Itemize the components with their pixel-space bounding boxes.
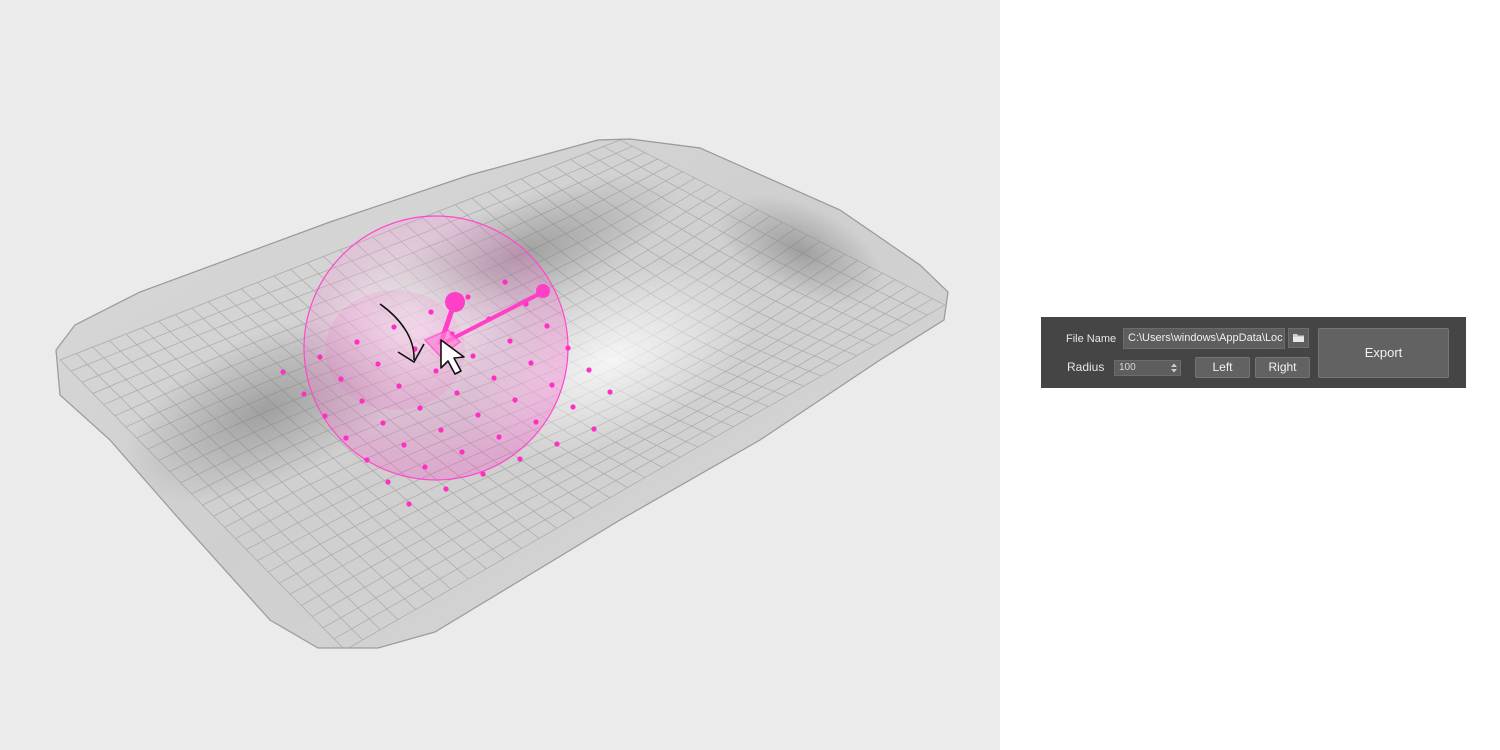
control-point xyxy=(502,279,508,285)
control-point xyxy=(475,412,481,418)
control-point xyxy=(507,338,513,344)
export-button[interactable]: Export xyxy=(1318,328,1449,378)
mesh-line xyxy=(322,292,921,629)
spinner-arrows-icon[interactable] xyxy=(1171,362,1177,374)
radius-stepper[interactable]: 100 xyxy=(1114,360,1181,376)
control-point xyxy=(607,389,613,395)
mesh-line xyxy=(59,139,621,361)
control-point xyxy=(354,339,360,345)
control-point xyxy=(422,464,428,470)
control-point xyxy=(359,398,365,404)
control-point xyxy=(391,324,397,330)
control-point xyxy=(491,375,497,381)
control-point xyxy=(454,390,460,396)
control-point xyxy=(554,441,560,447)
mesh-line xyxy=(311,285,908,617)
control-point xyxy=(322,413,328,419)
control-point xyxy=(417,405,423,411)
control-point xyxy=(433,368,439,374)
control-point xyxy=(428,309,434,315)
control-point xyxy=(380,420,386,426)
control-point xyxy=(533,419,539,425)
folder-icon xyxy=(1293,334,1304,342)
control-point xyxy=(465,294,471,300)
control-point xyxy=(496,434,502,440)
control-point xyxy=(586,367,592,373)
export-panel: File Name C:\Users\windows\AppData\Loc R… xyxy=(1041,317,1466,388)
control-point xyxy=(549,382,555,388)
control-point xyxy=(544,323,550,329)
control-point xyxy=(301,391,307,397)
3d-viewport[interactable] xyxy=(0,0,1000,750)
control-point xyxy=(280,369,286,375)
browse-button[interactable] xyxy=(1288,328,1309,348)
control-point xyxy=(470,353,476,359)
mesh-line xyxy=(301,279,896,606)
mesh-line xyxy=(344,304,946,648)
control-point xyxy=(480,471,486,477)
file-name-label: File Name xyxy=(1066,333,1117,345)
file-path-input[interactable]: C:\Users\windows\AppData\Loc xyxy=(1123,328,1285,349)
control-point xyxy=(517,456,523,462)
control-point xyxy=(565,345,571,351)
control-point xyxy=(385,479,391,485)
control-point xyxy=(459,449,465,455)
control-point xyxy=(375,361,381,367)
right-button[interactable]: Right xyxy=(1255,357,1310,378)
control-point xyxy=(570,404,576,410)
control-point xyxy=(438,427,444,433)
rotate-arrow-icon xyxy=(379,303,425,364)
control-point xyxy=(591,426,597,432)
control-point xyxy=(443,486,449,492)
mesh-line xyxy=(333,298,933,640)
control-point xyxy=(396,383,402,389)
mouse-cursor-icon xyxy=(440,339,465,375)
radius-label: Radius xyxy=(1067,360,1105,374)
control-point xyxy=(364,457,370,463)
control-point xyxy=(338,376,344,382)
radius-value[interactable]: 100 xyxy=(1119,362,1136,373)
control-point xyxy=(406,501,412,507)
control-point xyxy=(512,397,518,403)
control-point xyxy=(317,354,323,360)
control-point xyxy=(528,360,534,366)
viewport-canvas[interactable] xyxy=(0,0,1000,750)
left-button[interactable]: Left xyxy=(1195,357,1250,378)
control-point xyxy=(401,442,407,448)
control-point xyxy=(343,435,349,441)
